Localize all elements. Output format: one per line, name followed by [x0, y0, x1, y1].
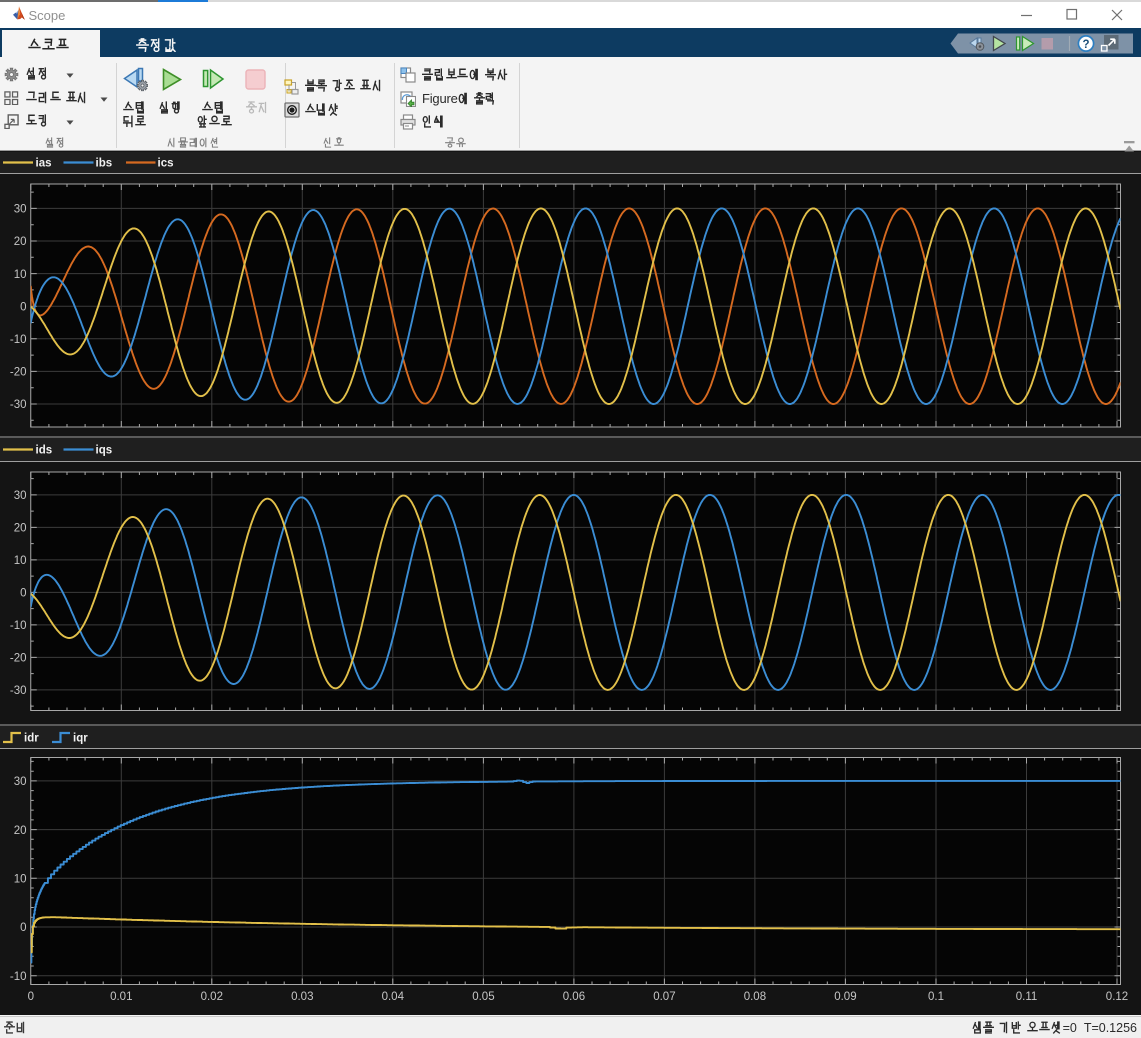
- svg-text:-30: -30: [10, 399, 27, 411]
- svg-text:0.1: 0.1: [928, 991, 944, 1003]
- svg-text:0.01: 0.01: [110, 991, 132, 1003]
- svg-text:0.11: 0.11: [1016, 991, 1038, 1003]
- svg-text:10: 10: [14, 555, 27, 567]
- svg-text:10: 10: [14, 874, 27, 886]
- svg-text:30: 30: [14, 204, 27, 216]
- svg-text:0: 0: [28, 991, 34, 1003]
- svg-text:-10: -10: [10, 334, 27, 346]
- svg-text:0.09: 0.09: [834, 991, 856, 1003]
- svg-text:-10: -10: [10, 971, 27, 983]
- svg-text:30: 30: [14, 776, 27, 788]
- svg-text:iqs: iqs: [96, 445, 113, 457]
- svg-text:ibs: ibs: [96, 158, 113, 170]
- svg-text:20: 20: [14, 825, 27, 837]
- svg-text:0.12: 0.12: [1106, 991, 1128, 1003]
- svg-text:30: 30: [14, 490, 27, 502]
- svg-text:iqr: iqr: [73, 733, 88, 745]
- svg-text:0.06: 0.06: [563, 991, 585, 1003]
- svg-text:ics: ics: [158, 158, 174, 170]
- svg-text:-10: -10: [10, 620, 27, 632]
- svg-text:ias: ias: [36, 158, 52, 170]
- svg-text:?: ?: [1082, 39, 1089, 51]
- svg-text:-30: -30: [10, 685, 27, 697]
- svg-text:10: 10: [14, 269, 27, 281]
- svg-text:0.07: 0.07: [653, 991, 675, 1003]
- svg-text:0: 0: [20, 301, 26, 313]
- svg-text:ids: ids: [36, 445, 53, 457]
- svg-text:0.08: 0.08: [744, 991, 766, 1003]
- svg-text:0.05: 0.05: [472, 991, 494, 1003]
- svg-text:idr: idr: [24, 733, 39, 745]
- svg-text:0.02: 0.02: [201, 991, 223, 1003]
- svg-text:0.04: 0.04: [382, 991, 405, 1003]
- svg-text:-20: -20: [10, 653, 27, 665]
- svg-text:20: 20: [14, 236, 27, 248]
- svg-text:0: 0: [20, 922, 26, 934]
- svg-text:0.03: 0.03: [291, 991, 313, 1003]
- svg-text:-20: -20: [10, 367, 27, 379]
- svg-text:20: 20: [14, 523, 27, 535]
- svg-text:0: 0: [20, 588, 26, 600]
